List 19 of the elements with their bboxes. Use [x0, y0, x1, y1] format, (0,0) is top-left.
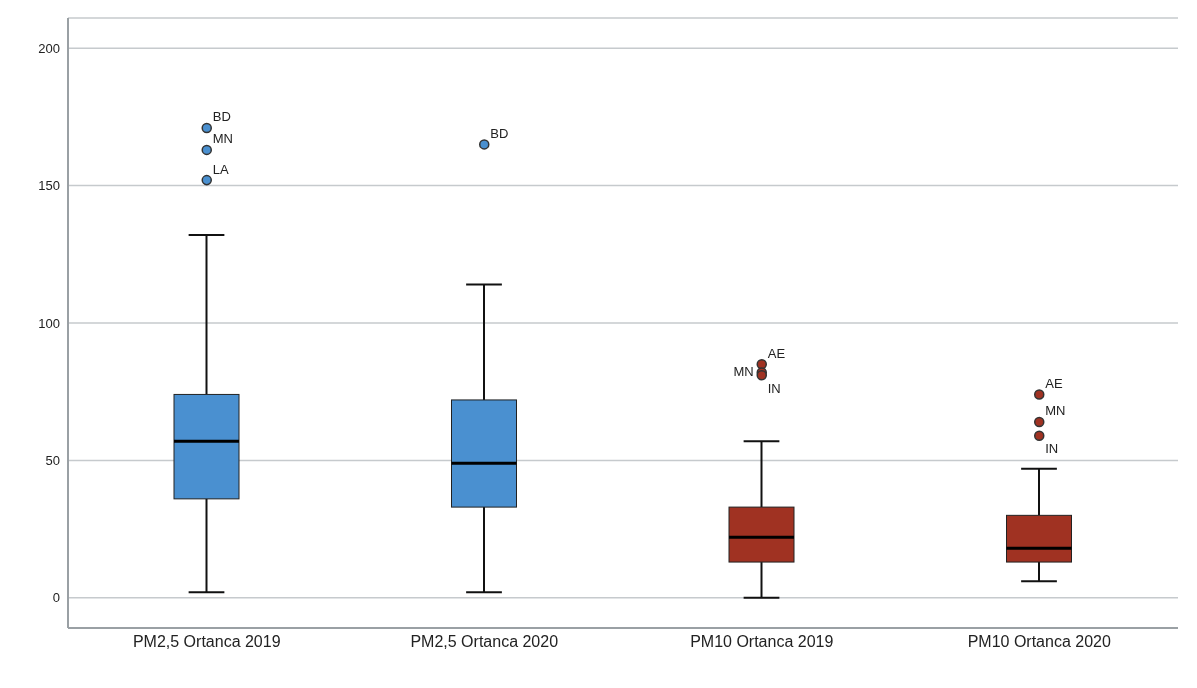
y-tick-label: 100: [38, 315, 60, 331]
y-tick-label: 150: [38, 178, 60, 194]
y-tick-label: 200: [38, 40, 60, 56]
y-tick-label: 0: [52, 590, 60, 606]
y-tick-label: 50: [45, 453, 60, 468]
x-tick-label: PM2,5 Ortanca 2019: [132, 633, 281, 651]
annotation: AE: [767, 345, 786, 361]
annotation: IN: [1045, 441, 1059, 457]
x-tick-label: PM10 Ortanca 2020: [967, 633, 1111, 651]
annotation: LA: [212, 161, 229, 177]
annotation: MN: [733, 363, 754, 379]
annotation: BD: [490, 125, 509, 141]
x-tick-label: PM2,5 Ortanca 2020: [410, 633, 559, 651]
annotation: BD: [212, 109, 231, 125]
annotation: MN: [1045, 403, 1066, 419]
annotation: IN: [767, 380, 781, 396]
x-tick-label: PM10 Ortanca 2019: [690, 633, 834, 651]
annotation: AE: [1045, 375, 1063, 391]
annotation: MN: [212, 131, 233, 147]
